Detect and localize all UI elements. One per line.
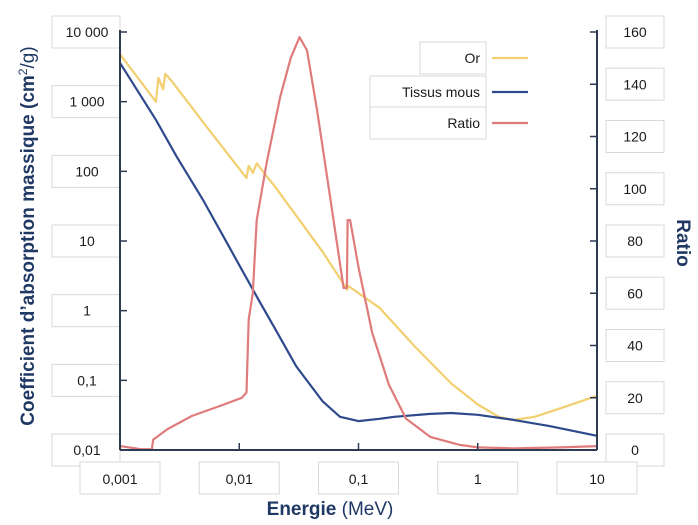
series-line-ratio [118, 36, 599, 451]
y-axis-title-main: Coefficient d’absorption massique (cm [18, 75, 39, 426]
x-axis-title-unit: (MeV) [336, 499, 393, 520]
x-tick-label: 10 [589, 471, 605, 487]
series-line-or [118, 53, 599, 421]
y-tick-box [51, 154, 121, 188]
y2-tick-label: 140 [623, 76, 647, 92]
x-tick-label: 0,01 [226, 471, 253, 487]
x-axis-title: Energie (MeV) [267, 499, 394, 520]
y2-tick-box [605, 15, 665, 49]
y2-tick-label: 100 [623, 181, 647, 197]
x-tick-label: 0,001 [102, 471, 137, 487]
legend-box [369, 106, 487, 140]
y2-tick-box [605, 224, 665, 258]
legend-box [419, 41, 487, 75]
y2-tick-box [605, 67, 665, 101]
x-tick-label: 1 [474, 471, 482, 487]
y2-tick-box [605, 120, 665, 153]
y2-axis-title: Ratio [672, 219, 693, 267]
y-tick-box [51, 433, 121, 467]
legend-label-tissus-mous: Tissus mous [402, 84, 480, 100]
x-axis-title-main: Energie [267, 499, 337, 520]
x-tick-box [318, 461, 399, 495]
y-tick-label: 100 [75, 163, 99, 179]
y2-tick-box [605, 433, 665, 467]
y-axis-title-tail: /g) [18, 46, 39, 68]
y2-tick-box [605, 172, 665, 206]
legend: Or Tissus mous Ratio [402, 50, 528, 131]
y2-tick-label: 120 [623, 129, 647, 145]
series-layer [118, 36, 599, 451]
y2-tick-box [605, 276, 665, 310]
y-tick-label: 1 [83, 303, 91, 319]
y-tick-box [51, 294, 121, 328]
legend-label-ratio: Ratio [447, 115, 480, 131]
y2-tick-label: 160 [623, 24, 647, 40]
y2-tick-label: 20 [627, 390, 643, 406]
x-tick-box [556, 461, 638, 495]
y-axis-title-sup: 2 [16, 68, 30, 75]
x-tick-box [437, 461, 519, 495]
x-tick-box [198, 461, 280, 495]
y-tick-label: 10 000 [66, 24, 109, 40]
y2-tick-label: 40 [627, 338, 643, 354]
right-axis-ticks: 0 20 40 60 80 100 120 140 160 [590, 24, 647, 458]
y2-tick-label: 80 [627, 233, 643, 249]
legend-label-or: Or [464, 50, 480, 66]
right-axis-tick-boxes [605, 15, 665, 467]
y2-tick-box [605, 381, 665, 415]
y-tick-label: 0,01 [73, 442, 100, 458]
y-axis-title: Coefficient d’absorption massique (cm2/g… [16, 46, 39, 425]
y2-tick-label: 60 [627, 285, 643, 301]
y2-tick-box [605, 329, 665, 362]
y-tick-box [51, 224, 121, 258]
y2-tick-label: 0 [631, 442, 639, 458]
y-tick-label: 0,1 [77, 372, 97, 388]
left-axis-tick-boxes [51, 15, 121, 467]
y-tick-label: 10 [79, 233, 95, 249]
series-line-tissus-mous [118, 61, 599, 437]
x-axis-tick-boxes [79, 461, 638, 495]
legend-box [369, 75, 487, 109]
x-tick-box [79, 461, 161, 495]
legend-boxes [369, 41, 487, 140]
x-tick-label: 0,1 [349, 471, 369, 487]
x-axis-ticks: 0,001 0,01 0,1 1 10 [102, 443, 605, 487]
left-axis-ticks: 0,01 0,1 1 10 100 1 000 10 000 [66, 24, 127, 458]
y-tick-box [51, 15, 121, 49]
y-tick-label: 1 000 [69, 94, 104, 110]
